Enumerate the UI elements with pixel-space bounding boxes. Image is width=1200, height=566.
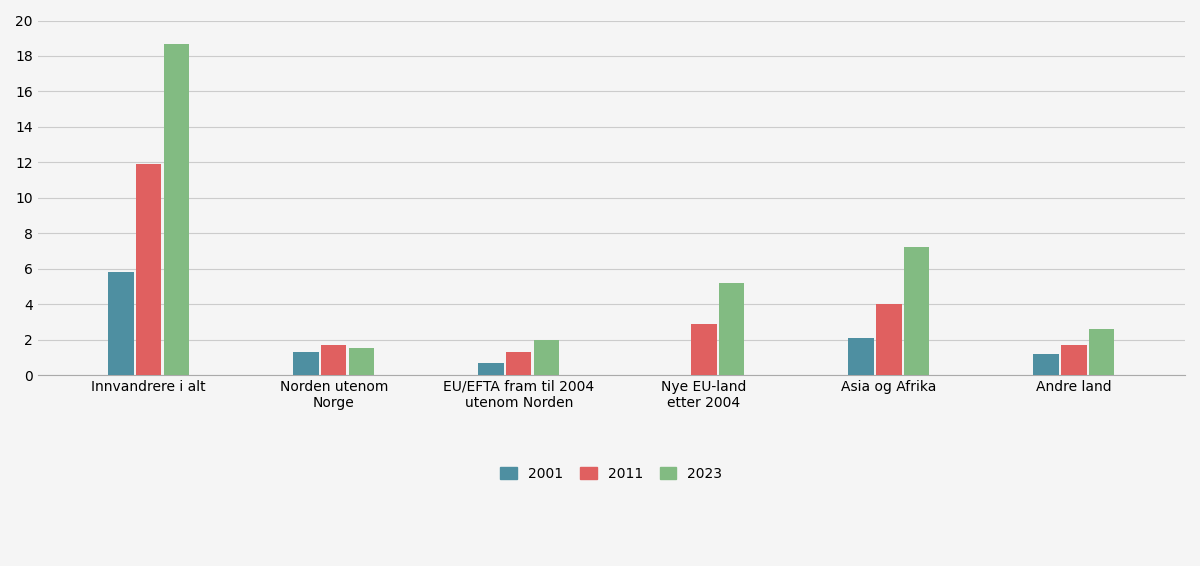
Bar [904,247,929,375]
Bar [293,352,319,375]
Bar [349,349,374,375]
Bar [691,324,716,375]
Bar [1033,354,1058,375]
Bar [848,338,874,375]
Bar [479,363,504,375]
Bar [108,272,133,375]
Bar [320,345,347,375]
Bar [534,340,559,375]
Bar [1061,345,1087,375]
Bar [1088,329,1115,375]
Bar [163,44,190,375]
Bar [719,283,744,375]
Bar [876,304,901,375]
Bar [506,352,532,375]
Bar [136,164,161,375]
Legend: 2001, 2011, 2023: 2001, 2011, 2023 [493,460,730,488]
